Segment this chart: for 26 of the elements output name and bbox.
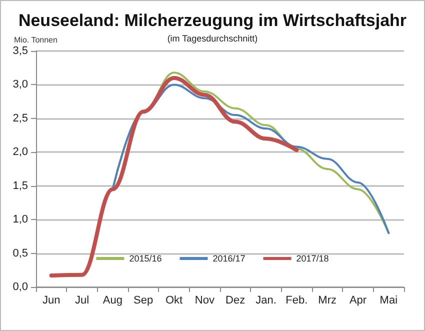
y-tick-label: 1,0 (12, 214, 28, 226)
legend-label: 2016/17 (212, 254, 246, 264)
y-tick-label: 2,0 (12, 146, 28, 158)
x-tick-label: Aug (102, 294, 122, 306)
x-tick-label: Nov (194, 294, 215, 306)
y-tick-label: 2,5 (12, 112, 28, 124)
legend-label: 2015/16 (129, 254, 162, 264)
x-tick-label: Jun (42, 294, 60, 306)
chart-subtitle: (im Tagesdurchschnitt) (167, 34, 258, 44)
x-tick-label: Jul (74, 294, 90, 306)
y-tick-label: 3,0 (12, 78, 28, 91)
y-tick-label: 1,5 (12, 180, 28, 192)
chart-title: Neuseeland: Milcherzeugung im Wirtschaftsjahr (18, 11, 407, 30)
x-tick-label: Okt (165, 294, 183, 306)
x-tick-label: Dez (226, 294, 246, 306)
x-tick-label: Mrz (318, 294, 336, 306)
x-tick-label: Apr (349, 294, 367, 306)
y-tick-label: 3,5 (12, 45, 28, 57)
y-tick-label: 0,5 (12, 247, 28, 260)
x-tick-label: Mai (380, 294, 398, 306)
x-tick-label: Sep (134, 294, 154, 306)
x-tick-label: Jan. (256, 294, 276, 306)
x-tick-label: Feb. (286, 294, 308, 306)
y-tick-label: 0,0 (12, 281, 28, 293)
y-axis-title: Mio. Tonnen (14, 36, 58, 44)
legend-label: 2017/18 (296, 254, 329, 264)
